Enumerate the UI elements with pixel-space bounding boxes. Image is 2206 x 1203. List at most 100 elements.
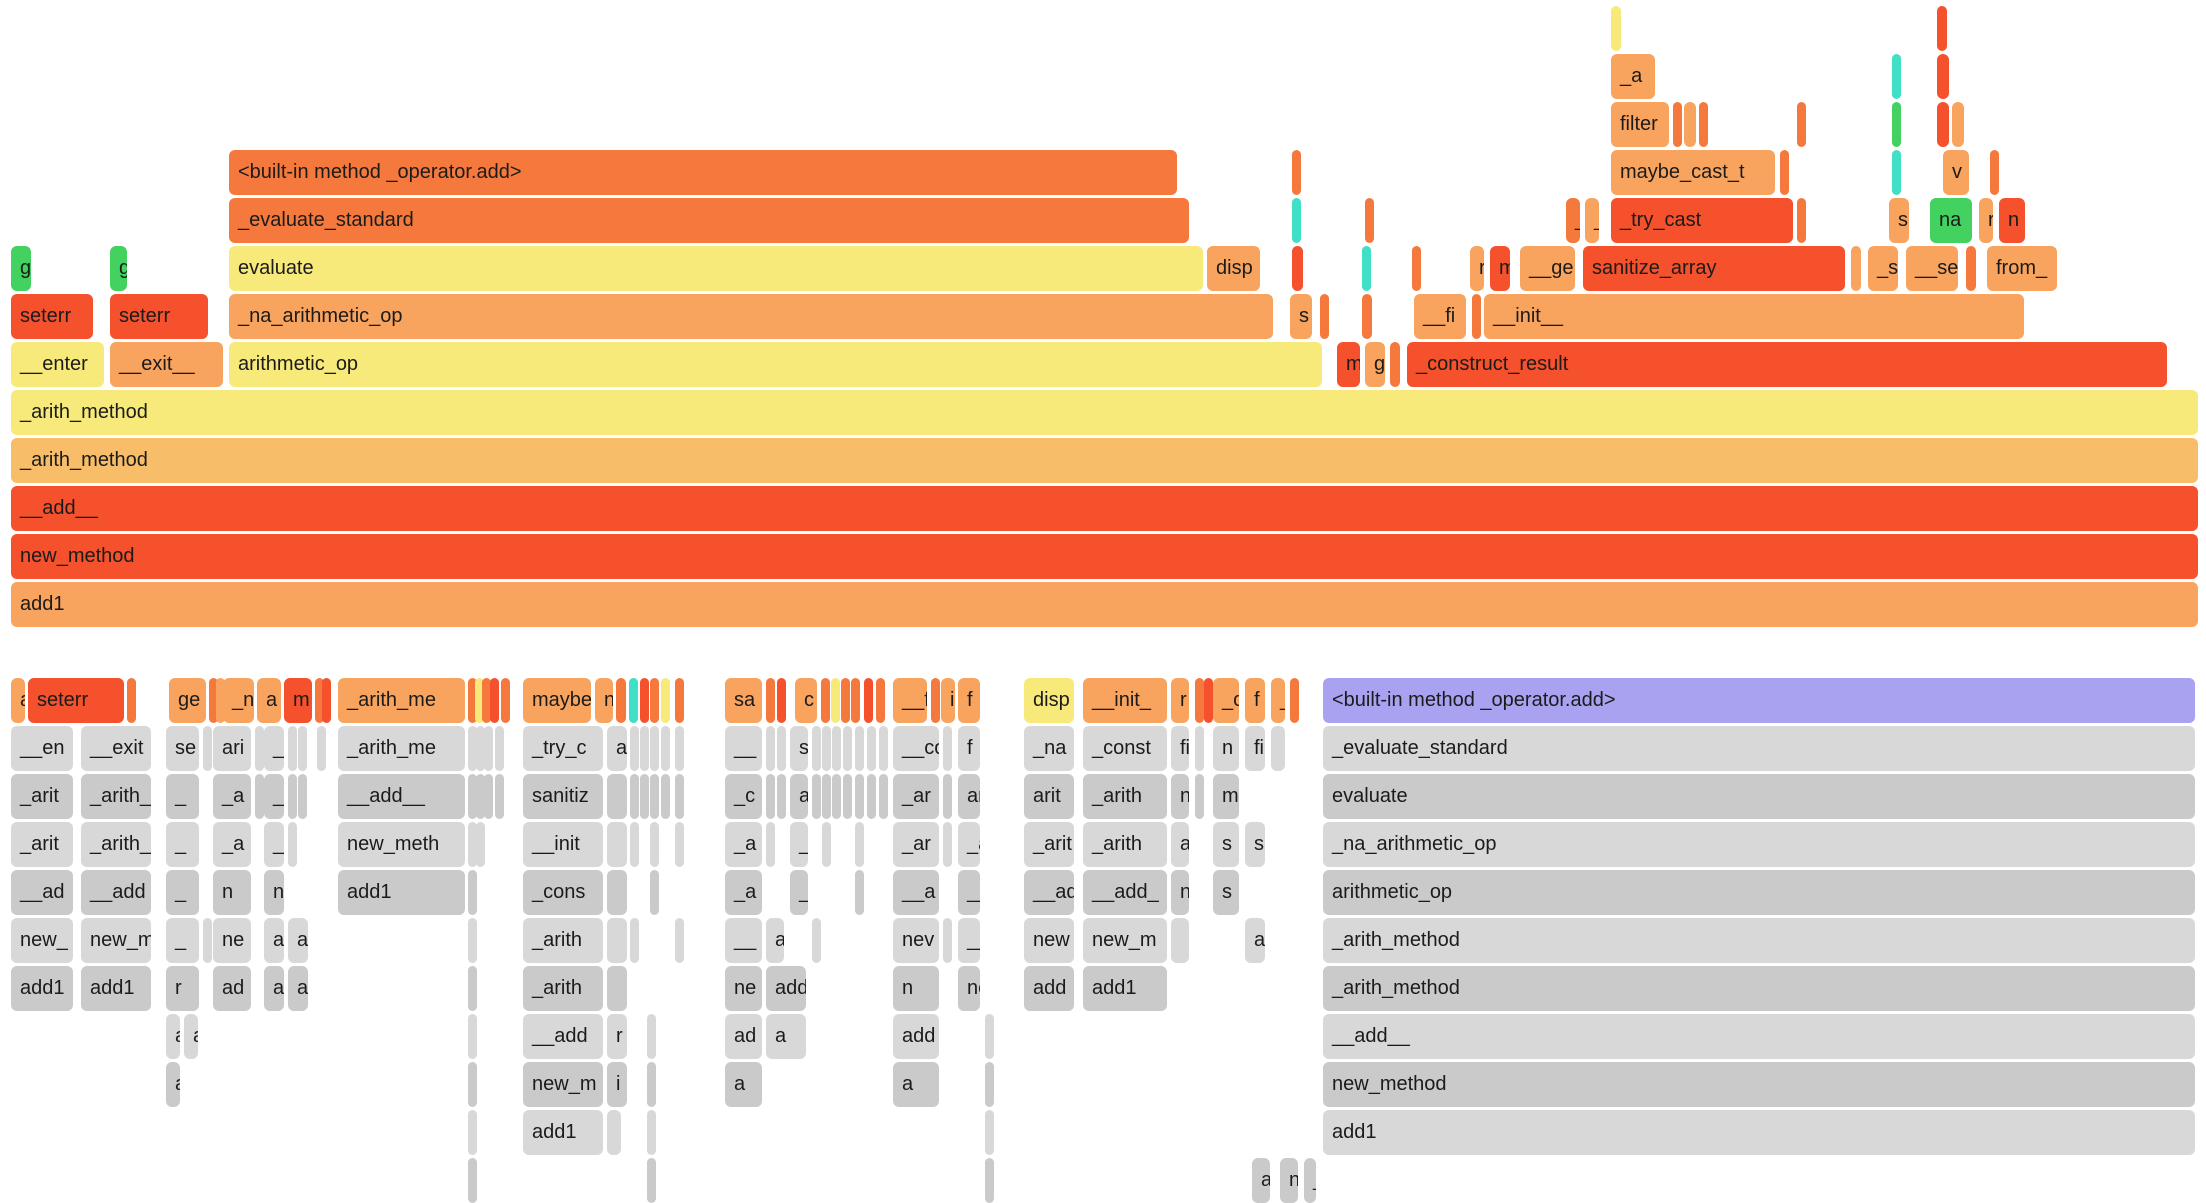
frame-bar[interactable] [650, 726, 659, 771]
frame-_arit[interactable]: _arit [11, 822, 73, 867]
frame-bar[interactable] [647, 1062, 656, 1107]
frame-maybe[interactable]: maybe [523, 678, 591, 723]
frame-__add_[interactable]: __add_ [1083, 870, 1167, 915]
frame-_a[interactable]: _a [1611, 54, 1655, 99]
frame-bar[interactable] [468, 726, 477, 771]
frame-bar[interactable] [1851, 246, 1861, 291]
frame-_const[interactable]: _const [1083, 726, 1167, 771]
frame-__init_[interactable]: __init_ [1083, 678, 1167, 723]
frame-ad[interactable]: ad [1245, 918, 1265, 963]
frame-__a[interactable]: __a [893, 870, 939, 915]
frame-bar[interactable] [766, 822, 775, 867]
frame-bar[interactable] [647, 1110, 656, 1155]
frame-_ar[interactable]: _ar [893, 774, 939, 819]
frame-bar[interactable] [675, 678, 684, 723]
frame-bar[interactable] [1390, 342, 1400, 387]
frame-bar[interactable] [1365, 198, 1374, 243]
frame-bar[interactable] [484, 774, 493, 819]
frame-bar[interactable] [879, 726, 888, 771]
frame-bar[interactable] [1952, 102, 1964, 147]
frame-bar[interactable] [931, 678, 940, 723]
frame-bar[interactable] [1195, 774, 1204, 819]
frame-__[interactable]: __ [958, 918, 980, 963]
frame-bar[interactable] [317, 726, 326, 771]
frame-_arith[interactable]: _arith [1083, 822, 1167, 867]
frame-bar[interactable] [647, 1014, 656, 1059]
frame-from_[interactable]: from_ [1987, 246, 2057, 291]
frame-add1[interactable]: add1 [338, 870, 465, 915]
frame-f[interactable]: f [958, 678, 980, 723]
frame-s[interactable]: s [1290, 294, 1312, 339]
frame-r[interactable]: r [166, 966, 199, 1011]
frame-_evaluate_standard[interactable]: _evaluate_standard [1323, 726, 2195, 771]
frame-bar[interactable] [288, 726, 297, 771]
frame-bar[interactable] [1292, 150, 1301, 195]
frame-bar[interactable] [879, 774, 888, 819]
frame-add[interactable]: add [1024, 966, 1074, 1011]
frame-bar[interactable] [1990, 150, 1999, 195]
frame-_n[interactable]: _n [223, 678, 254, 723]
frame-bar[interactable] [298, 726, 307, 771]
frame-ge[interactable]: ge [169, 678, 206, 723]
frame-_c[interactable]: _c [725, 774, 762, 819]
frame-_arith[interactable]: _arith [1083, 774, 1167, 819]
frame-bar[interactable] [867, 774, 876, 819]
frame-_a[interactable]: _a [213, 822, 251, 867]
frame-_arith_method[interactable]: _arith_method [1323, 918, 2195, 963]
frame-_arit[interactable]: _arit [1024, 822, 1074, 867]
frame-arit[interactable]: arit [958, 774, 980, 819]
frame-v[interactable]: v [1943, 150, 1969, 195]
frame-bar[interactable] [675, 918, 684, 963]
frame-_na[interactable]: _na [1024, 726, 1074, 771]
frame-bar[interactable] [1937, 54, 1949, 99]
frame-seterr[interactable]: seterr [110, 294, 208, 339]
frame-bar[interactable] [468, 1062, 477, 1107]
frame-bar[interactable] [1472, 294, 1481, 339]
frame-i[interactable]: i [941, 678, 955, 723]
frame-bar[interactable] [843, 774, 852, 819]
frame-ne[interactable]: ne [213, 918, 251, 963]
frame-bar[interactable] [1195, 726, 1204, 771]
frame-bar[interactable] [495, 726, 504, 771]
frame-__add__[interactable]: __add__ [11, 486, 2198, 531]
frame-built-in-method-_operator-add[interactable]: <built-in method _operator.add> [229, 150, 1177, 195]
frame-ad[interactable]: ad [288, 918, 308, 963]
frame-_[interactable]: _ [1304, 1158, 1316, 1203]
frame-__add[interactable]: __add [523, 1014, 603, 1059]
frame-bar[interactable] [468, 774, 477, 819]
frame-_c[interactable]: _c [1213, 678, 1239, 723]
frame-s[interactable]: s [1245, 822, 1265, 867]
frame-_[interactable]: _ [166, 774, 199, 819]
frame-_arith[interactable]: _arith [523, 966, 603, 1011]
frame-a[interactable]: a [166, 1014, 180, 1059]
frame-m[interactable]: m [284, 678, 312, 723]
frame-bar[interactable] [766, 678, 775, 723]
frame-bar[interactable] [766, 726, 775, 771]
frame-bar[interactable] [1204, 678, 1213, 723]
frame-__ad[interactable]: __ad [958, 870, 980, 915]
frame-bar[interactable] [1797, 198, 1806, 243]
frame-bar[interactable] [1195, 678, 1204, 723]
frame-ne[interactable]: ne [725, 966, 762, 1011]
frame-ad[interactable]: ad [725, 1014, 762, 1059]
frame-bar[interactable] [476, 822, 485, 867]
frame-bar[interactable] [495, 774, 504, 819]
frame-__se[interactable]: __se [1906, 246, 1958, 291]
frame-f[interactable]: f [484, 726, 493, 771]
frame-bar[interactable] [1892, 102, 1901, 147]
frame-n[interactable]: n [1171, 774, 1189, 819]
frame-bar[interactable] [216, 678, 225, 723]
frame-__fi[interactable]: __fi [1414, 294, 1466, 339]
frame-new_m[interactable]: new_m [81, 918, 151, 963]
frame-filter[interactable]: filter [1611, 102, 1669, 147]
frame-bar[interactable] [661, 678, 670, 723]
frame-__ad[interactable]: __ad [11, 870, 73, 915]
frame-bar[interactable] [1673, 102, 1682, 147]
frame-n[interactable]: n [1999, 198, 2025, 243]
frame-add1[interactable]: add1 [523, 1110, 603, 1155]
frame-f[interactable]: f [1245, 678, 1265, 723]
frame-bar[interactable] [864, 678, 873, 723]
frame-bar[interactable] [777, 678, 786, 723]
frame-bar[interactable] [943, 822, 952, 867]
frame-c[interactable]: c [795, 678, 817, 723]
